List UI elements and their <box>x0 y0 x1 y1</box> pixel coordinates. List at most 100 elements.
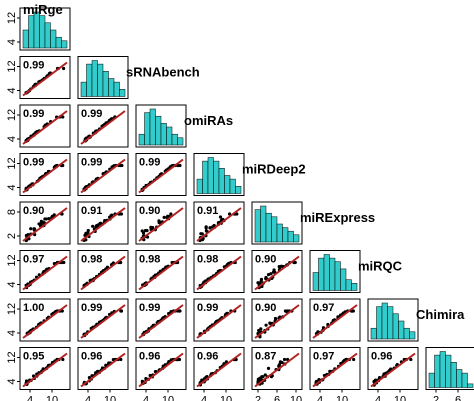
data-point <box>266 366 271 370</box>
histogram-bar <box>196 178 203 194</box>
x-axis-ticks-mi-rqc: 4 10 <box>317 389 348 401</box>
x-tick-label: 10 <box>104 395 116 401</box>
histogram-bar <box>265 212 272 243</box>
data-point <box>47 216 51 221</box>
data-point <box>32 227 36 231</box>
x-tick-label: 6 <box>274 395 280 401</box>
x-axis-ticks-omi-ras: 4 10 <box>143 389 174 401</box>
correlation-label: 0.90 <box>139 205 160 217</box>
scatter-panel-5-0: 0.97 <box>19 250 71 293</box>
scatter-panel-3-1: 0.99 <box>77 153 129 196</box>
y-tick-label: 12 <box>6 157 18 169</box>
histogram-bar <box>144 112 151 146</box>
scatter-panel-5-1: 0.98 <box>77 250 129 293</box>
regression-line <box>370 352 416 388</box>
histogram-bar <box>282 227 289 243</box>
histogram-bar <box>461 372 468 388</box>
y-tick-label: 12 <box>6 60 18 72</box>
data-point <box>256 281 260 285</box>
scatter-panel-5-2: 0.98 <box>135 250 187 293</box>
histogram-bar <box>398 320 405 340</box>
y-tick-label: 8 <box>6 209 18 215</box>
scatter-panel-7-0: 0.95 <box>19 347 71 390</box>
data-point <box>145 229 149 233</box>
data-point <box>98 222 102 226</box>
regression-line <box>80 158 126 194</box>
y-tick-label: 12 <box>6 109 18 121</box>
y-tick-label: 4 <box>6 39 18 45</box>
histogram-bar <box>155 115 162 146</box>
regression-line <box>80 304 126 339</box>
scatter-panel-7-5: 0.97 <box>309 347 361 390</box>
correlation-label: 0.99 <box>23 108 44 120</box>
histogram-bar <box>370 327 377 340</box>
scatter-panel-7-4: 0.87 <box>251 347 303 390</box>
correlation-label: 0.97 <box>313 351 334 363</box>
histogram-bar <box>381 302 388 340</box>
scatter-panel-7-2: 0.96 <box>135 347 187 390</box>
data-point <box>389 367 393 371</box>
histogram-bar <box>108 78 115 97</box>
correlation-label: 0.91 <box>197 205 218 217</box>
y-tick-label: 4 <box>6 184 18 190</box>
variable-label-mi-rqc: miRQC <box>358 259 403 274</box>
histogram-bar <box>271 216 278 243</box>
histogram-bar <box>351 283 358 291</box>
x-tick-label: 4 <box>317 395 323 401</box>
y-axis-ticks: 4 12 <box>6 351 20 385</box>
histogram-bar <box>50 29 57 49</box>
y-tick-label: 4 <box>6 378 18 384</box>
correlation-label: 0.87 <box>255 351 276 363</box>
scatter-panel-6-1: 0.99 <box>77 298 129 342</box>
histogram-bar <box>276 223 283 243</box>
x-tick-label: 6 <box>455 395 461 401</box>
histogram-bar <box>318 257 325 291</box>
data-point <box>263 373 267 377</box>
histogram-bar <box>39 15 46 49</box>
regression-line <box>138 352 184 388</box>
data-point <box>41 220 45 224</box>
histogram-bar <box>28 15 35 49</box>
histogram-bar <box>409 331 416 340</box>
data-point <box>162 215 166 219</box>
data-point <box>282 357 287 362</box>
regression-line <box>254 352 300 388</box>
histogram-bar <box>229 178 236 194</box>
data-point <box>351 309 355 313</box>
correlation-label: 0.97 <box>313 302 334 314</box>
histogram-panel-omi-ras: omiRAs <box>135 104 233 148</box>
data-point <box>61 66 66 71</box>
x-tick-label: 10 <box>394 395 406 401</box>
histogram-bar <box>434 354 441 388</box>
regression-line <box>254 255 300 291</box>
x-tick-label: 10 <box>46 395 58 401</box>
regression-line <box>22 255 68 291</box>
x-tick-label: 10 <box>162 395 174 401</box>
variable-label-omi-ras: omiRAs <box>184 113 233 128</box>
y-tick-label: 4 <box>6 330 18 336</box>
x-axis-ticks-mi-rexpress: 2 6 10 <box>255 389 302 401</box>
scatter-panel-5-4: 0.90 <box>251 250 303 293</box>
histogram-bar <box>102 71 109 97</box>
scatter-panel-6-2: 0.99 <box>135 298 187 342</box>
histogram-bar <box>456 369 463 388</box>
x-tick-label: 2 <box>433 395 439 401</box>
correlation-label: 0.99 <box>81 157 102 169</box>
correlation-label: 1.00 <box>23 302 44 314</box>
variable-label-mi-rexpress: miRExpress <box>300 210 375 225</box>
variable-label-mi-rdeep2: miRDeep2 <box>242 162 306 177</box>
data-point <box>259 377 263 381</box>
scatter-panel-1-0: 0.99 <box>19 56 71 99</box>
histogram-panel-mi-rqc: miRQC <box>309 250 403 293</box>
histogram-bar <box>254 209 261 243</box>
x-tick-label: 4 <box>27 395 33 401</box>
scatter-panel-2-0: 0.99 <box>19 104 71 148</box>
data-point <box>409 357 413 362</box>
y-tick-label: 12 <box>6 12 18 24</box>
scatter-panel-7-1: 0.96 <box>77 347 129 390</box>
correlation-label: 0.97 <box>23 254 44 266</box>
regression-line <box>22 61 68 97</box>
regression-line <box>312 304 358 339</box>
scatter-panel-4-1: 0.91 <box>77 201 129 245</box>
data-point <box>84 232 88 236</box>
